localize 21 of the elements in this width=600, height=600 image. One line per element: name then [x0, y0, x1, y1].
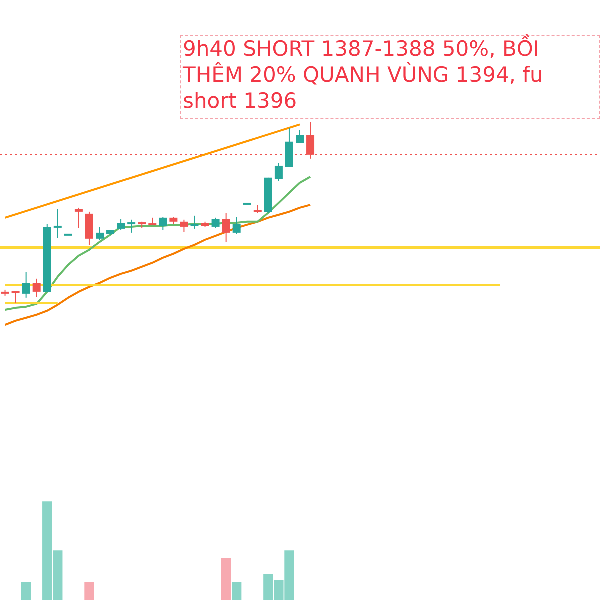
candlestick: [159, 216, 168, 231]
bar: [232, 582, 242, 600]
candlestick: [212, 217, 220, 229]
candlestick: [180, 219, 188, 233]
candlestick: [222, 212, 230, 242]
candlestick: [232, 216, 241, 235]
candlestick: [117, 218, 126, 231]
candlestick: [22, 272, 30, 298]
candlestick: [296, 129, 304, 144]
candlestick: [32, 278, 41, 298]
bar: [21, 582, 32, 600]
candlestick: [274, 162, 283, 182]
candlestick: [74, 207, 83, 229]
candlestick: [96, 226, 104, 240]
candlestick: [190, 215, 199, 230]
bar: [221, 558, 232, 600]
candlestick: [12, 290, 20, 304]
candlestick: [54, 208, 62, 239]
text: 9h40 SHORT 1387-1388 50%, BỒI THÊM 20% QUANH VÙNG 1394, fu short 1396: [180, 35, 600, 119]
bar: [84, 582, 94, 600]
candlestick: [128, 219, 136, 234]
